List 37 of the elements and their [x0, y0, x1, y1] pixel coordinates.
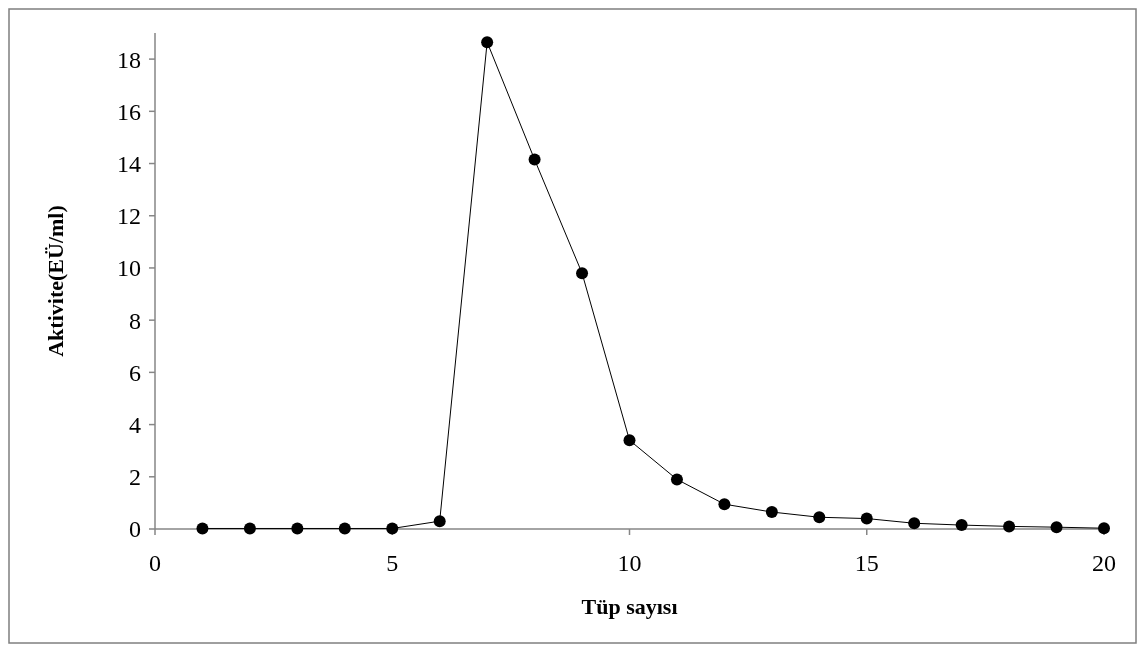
x-tick-label: 10: [617, 550, 642, 576]
point: [528, 153, 541, 166]
point: [291, 522, 304, 535]
y-tick-label: 16: [117, 98, 141, 125]
y-tick-label: 8: [129, 307, 141, 334]
y-tick-label: 12: [117, 203, 141, 230]
y-tick-label: 18: [117, 46, 141, 73]
point: [623, 434, 636, 447]
point: [860, 512, 873, 525]
point: [813, 511, 826, 524]
point: [908, 517, 921, 530]
point: [243, 522, 256, 535]
y-tick-label: 4: [129, 411, 141, 438]
point: [718, 498, 731, 511]
x-tick-label: 0: [149, 550, 161, 576]
y-axis-title: Aktivite(EÜ/ml): [43, 205, 68, 357]
point: [481, 36, 494, 49]
point: [1003, 520, 1016, 533]
point: [765, 506, 778, 519]
point: [576, 267, 589, 280]
y-tick-label: 0: [129, 516, 141, 543]
point: [338, 522, 351, 535]
y-tick-label: 2: [129, 464, 141, 491]
x-tick-label: 15: [854, 550, 879, 576]
point: [670, 473, 683, 486]
y-tick-label: 14: [117, 150, 141, 177]
x-tick-label: 5: [386, 550, 399, 576]
point: [1050, 521, 1063, 534]
point: [955, 519, 968, 532]
point: [1098, 522, 1110, 535]
x-tick-label: 20: [1092, 550, 1116, 576]
x-axis-title: Tüp sayısı: [581, 594, 678, 619]
y-tick-label: 10: [117, 255, 141, 282]
point: [386, 522, 399, 535]
point: [196, 522, 209, 535]
point: [433, 515, 446, 528]
y-tick-label: 6: [129, 359, 141, 386]
